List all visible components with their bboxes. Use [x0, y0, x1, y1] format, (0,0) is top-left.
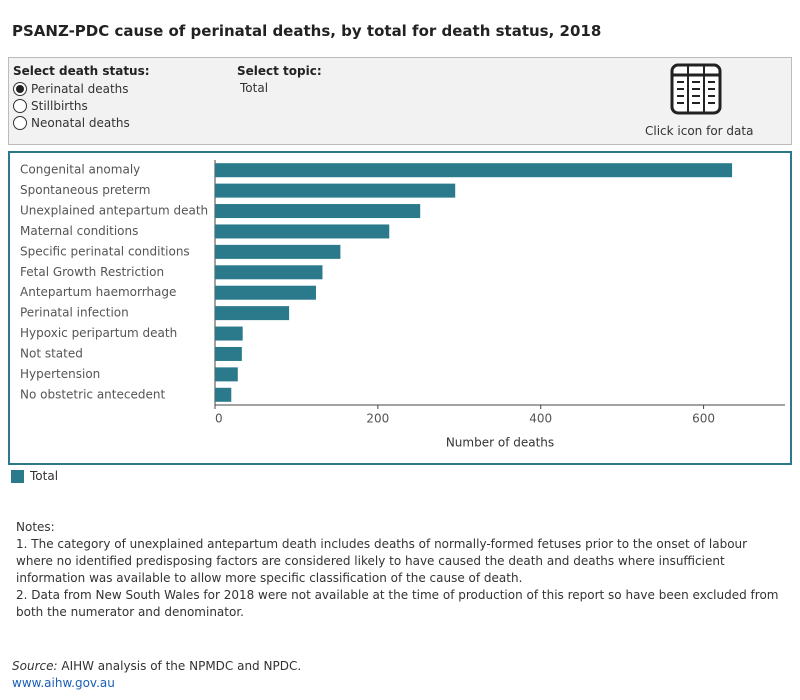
- y-tick-label: Hypoxic peripartum death: [20, 326, 177, 340]
- bar: [215, 306, 290, 321]
- note: 1. The category of unexplained antepartu…: [16, 537, 748, 585]
- y-tick-label: Perinatal infection: [20, 306, 129, 320]
- source-link[interactable]: www.aihw.gov.au: [12, 676, 115, 690]
- y-tick-label: Maternal conditions: [20, 224, 138, 238]
- y-tick-label: Spontaneous preterm: [20, 183, 150, 197]
- bar: [215, 183, 456, 198]
- radio-option[interactable]: Stillbirths: [13, 97, 130, 114]
- bar: [215, 346, 242, 361]
- y-tick-label: Antepartum haemorrhage: [20, 285, 176, 299]
- y-tick-label: Congenital anomaly: [20, 163, 140, 177]
- filter-label: Select death status:: [13, 64, 150, 78]
- bar: [215, 285, 316, 300]
- radio-button[interactable]: [13, 81, 27, 96]
- source-label: Source:: [12, 659, 58, 673]
- bar: [215, 163, 733, 178]
- radio-option[interactable]: Neonatal deaths: [13, 114, 130, 131]
- legend-label[interactable]: Total: [30, 469, 59, 483]
- topic-value[interactable]: Total: [240, 81, 269, 95]
- radio-button[interactable]: [13, 115, 27, 130]
- chart: Number of deaths 0 200 400 600 Congenital an…: [8, 151, 792, 465]
- radio-option[interactable]: Perinatal deaths: [13, 80, 130, 97]
- y-tick-label: Hypertension: [20, 367, 100, 381]
- legend-swatch: [11, 469, 24, 483]
- x-tick-label: 0: [215, 412, 223, 426]
- x-axis-title: Number of deaths: [446, 436, 554, 450]
- filter-panel: Select death status: Perinatal deaths Sti…: [8, 57, 792, 145]
- bar: [215, 387, 232, 402]
- bar: [215, 326, 243, 341]
- radio-label[interactable]: Perinatal deaths: [31, 81, 129, 96]
- y-tick-label: Specific perinatal conditions: [20, 244, 190, 258]
- source: Source: AIHW analysis of the NPMDC and N…: [12, 658, 301, 692]
- chart-title: PSANZ-PDC cause of perinatal deaths, by …: [12, 22, 602, 40]
- x-tick-label: 600: [692, 412, 715, 426]
- y-tick-label: Unexplained antepartum death: [20, 204, 208, 218]
- filter-label: Select topic:: [237, 64, 322, 78]
- bar: [215, 204, 421, 219]
- y-tick-label: Fetal Growth Restriction: [20, 265, 164, 279]
- radio-group: Perinatal deaths Stillbirths Neonatal deat…: [13, 80, 130, 131]
- radio-label[interactable]: Neonatal deaths: [31, 115, 130, 130]
- y-tick-label: Not stated: [20, 346, 83, 360]
- bar: [215, 224, 390, 239]
- notes: Notes: 1. The category of unexplained an…: [16, 519, 786, 621]
- y-tick-label: No obstetric antecedent: [20, 387, 165, 401]
- data-icon-label: Click icon for data: [645, 124, 754, 138]
- x-tick-label: 200: [366, 412, 389, 426]
- source-text: AIHW analysis of the NPMDC and NPDC.: [61, 659, 302, 673]
- bar: [215, 265, 323, 280]
- bar: [215, 367, 238, 382]
- x-tick-label: 400: [529, 412, 552, 426]
- legend: Total: [11, 469, 58, 483]
- note: 2. Data from New South Wales for 2018 we…: [16, 588, 779, 619]
- bar: [215, 244, 341, 259]
- radio-button[interactable]: [13, 98, 27, 113]
- chart-frame: [8, 151, 792, 465]
- radio-label[interactable]: Stillbirths: [31, 98, 88, 113]
- data-icon[interactable]: [669, 63, 723, 117]
- notes-heading: Notes:: [16, 520, 55, 534]
